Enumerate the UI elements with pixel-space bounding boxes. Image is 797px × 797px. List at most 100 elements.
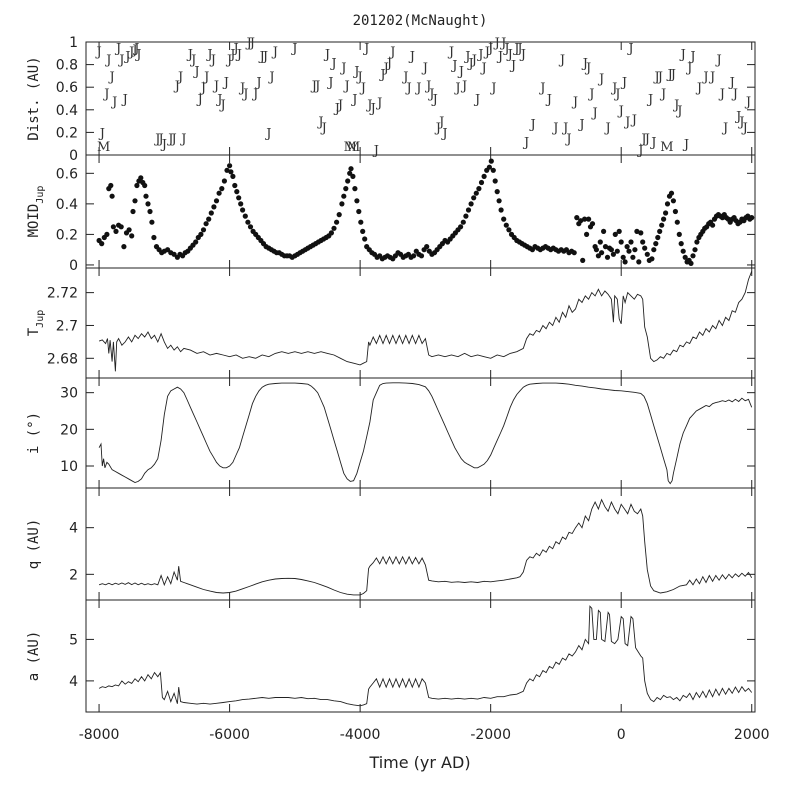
panel-frame — [85, 599, 756, 713]
data-point — [121, 244, 127, 250]
data-point — [626, 248, 632, 254]
data-point-jupiter: J — [179, 132, 186, 147]
data-point-jupiter: J — [369, 102, 376, 117]
series-line-tjup — [98, 271, 753, 372]
data-point — [227, 163, 233, 169]
data-point — [584, 231, 590, 237]
data-point — [628, 239, 634, 245]
data-point-jupiter: J — [323, 47, 330, 62]
data-point-jupiter: J — [355, 70, 362, 85]
data-point-jupiter: J — [261, 50, 268, 65]
y-axis-label: a (AU) — [26, 631, 42, 682]
data-point-jupiter: J — [132, 42, 139, 57]
data-point-jupiter: J — [186, 47, 193, 62]
data-point-jupiter: J — [320, 121, 327, 136]
data-point — [224, 167, 230, 173]
data-point-jupiter: J — [695, 81, 702, 96]
data-point — [171, 251, 177, 257]
data-point-jupiter: J — [225, 53, 232, 68]
data-point — [614, 248, 620, 254]
data-point-jupiter: J — [202, 70, 209, 85]
data-point — [424, 244, 430, 250]
data-point-jupiter: J — [212, 79, 219, 94]
y-tick-label: 0.2 — [56, 125, 78, 141]
data-point-jupiter: J — [493, 36, 500, 51]
data-point — [350, 173, 356, 179]
data-point-jupiter: J — [336, 98, 343, 113]
data-point — [574, 215, 580, 221]
data-point-jupiter: J — [519, 47, 526, 62]
data-point — [638, 230, 644, 236]
data-point-mars: M — [344, 140, 357, 155]
data-point — [668, 190, 675, 196]
data-point-jupiter: J — [94, 45, 101, 60]
data-point-jupiter: J — [672, 98, 679, 113]
data-point-jupiter: J — [457, 64, 464, 79]
data-point — [601, 228, 607, 234]
data-point — [663, 210, 669, 216]
data-point — [341, 193, 347, 199]
data-point — [636, 259, 642, 265]
data-point — [644, 251, 650, 257]
data-point — [362, 236, 368, 242]
data-point-jupiter: J — [209, 53, 216, 68]
data-point-jupiter: J — [489, 81, 496, 96]
data-point — [597, 239, 603, 245]
data-point-jupiter: J — [581, 56, 588, 71]
data-point-jupiter: J — [362, 42, 369, 57]
data-point-jupiter: J — [669, 68, 676, 83]
data-point-jupiter: J — [476, 47, 483, 62]
data-point — [458, 224, 464, 230]
data-point — [589, 221, 596, 227]
data-point — [595, 253, 602, 259]
data-point — [242, 213, 248, 219]
data-point-jupiter: J — [258, 50, 265, 65]
data-point-jupiter: J — [424, 79, 431, 94]
data-point — [145, 201, 151, 207]
data-point-jupiter: J — [339, 61, 346, 76]
data-point — [228, 169, 234, 175]
data-point-jupiter: J — [134, 47, 141, 62]
data-point — [339, 201, 345, 207]
data-point — [206, 216, 212, 222]
panel-incl: 10 20 30 i (°) — [26, 377, 756, 489]
data-point — [661, 216, 667, 222]
data-point — [211, 204, 217, 210]
data-point-jupiter: J — [721, 121, 728, 136]
data-point — [496, 198, 502, 204]
data-point — [345, 178, 351, 184]
data-point-jupiter: J — [153, 132, 160, 147]
data-point-jupiter: J — [427, 87, 434, 102]
data-point — [578, 218, 584, 224]
data-point — [688, 260, 694, 266]
data-point-jupiter: J — [460, 79, 467, 94]
y-axis-label: TJup — [26, 310, 46, 337]
data-point-jupiter: J — [245, 36, 252, 51]
data-point-jupiter: J — [333, 102, 340, 117]
data-point-jupiter: J — [483, 45, 490, 60]
y-tick-label: 1 — [69, 35, 78, 51]
data-point-jupiter: J — [623, 115, 630, 130]
data-point-jupiter: J — [718, 87, 725, 102]
data-point-jupiter: J — [107, 70, 114, 85]
data-point-jupiter: J — [222, 76, 229, 91]
y-axis-label: MOIDJup — [26, 186, 46, 238]
data-point — [138, 175, 144, 181]
data-point-jupiter: J — [189, 53, 196, 68]
data-point — [710, 222, 716, 228]
data-point-jupiter: J — [215, 93, 222, 108]
data-point — [208, 210, 214, 216]
data-point — [352, 186, 358, 192]
data-point-jupiter: J — [166, 132, 173, 147]
data-point — [247, 224, 254, 230]
data-point-jupiter: J — [502, 42, 509, 57]
data-point — [468, 201, 474, 207]
data-point — [571, 250, 577, 256]
x-axis-label: Time (yr AD) — [368, 753, 470, 772]
data-point-jupiter: J — [731, 87, 738, 102]
data-point-jupiter: J — [267, 70, 274, 85]
data-point-jupiter: J — [114, 42, 121, 57]
data-point-jupiter: J — [359, 81, 366, 96]
